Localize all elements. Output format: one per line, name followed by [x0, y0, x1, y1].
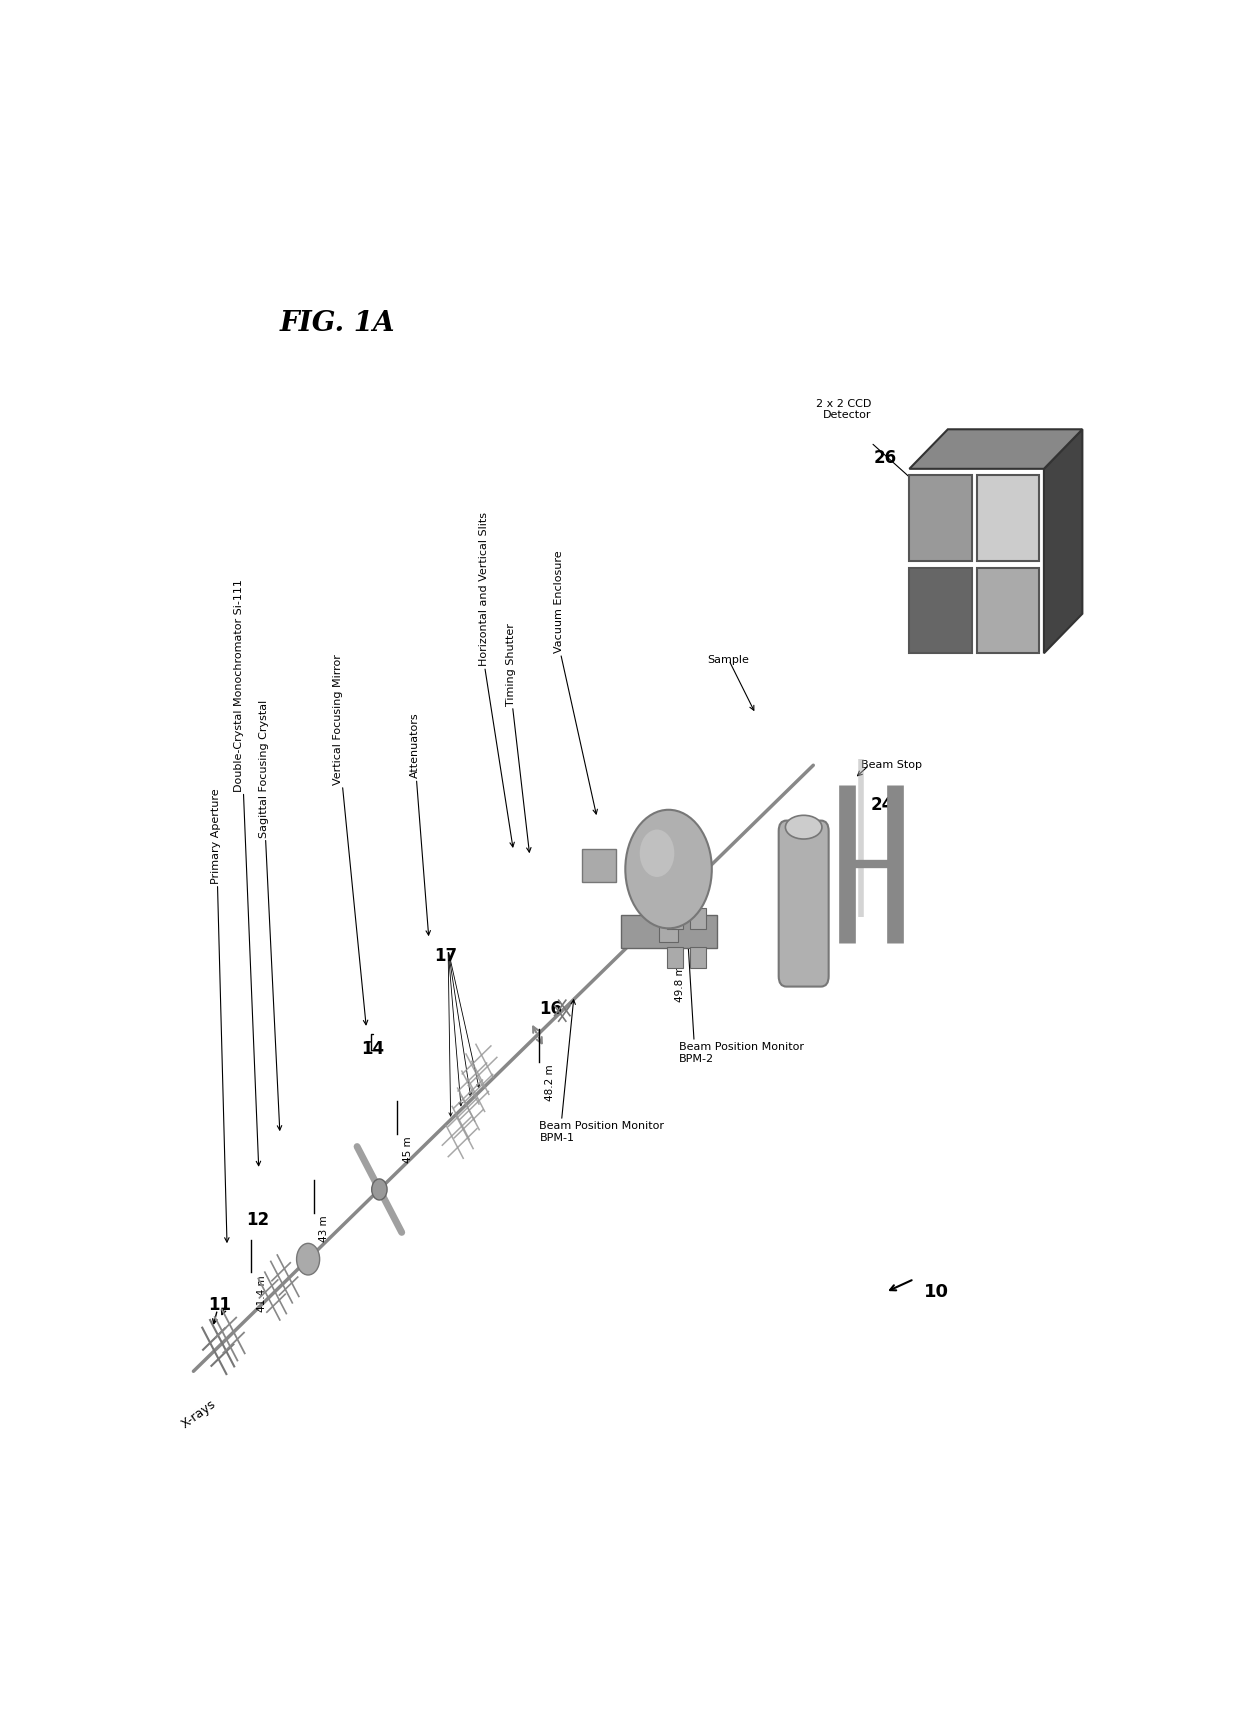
FancyBboxPatch shape: [658, 902, 678, 941]
Bar: [691, 948, 706, 968]
Text: Timing Shutter: Timing Shutter: [506, 623, 516, 707]
Bar: [667, 948, 683, 968]
Text: 45 m: 45 m: [403, 1136, 413, 1163]
Bar: [977, 568, 1039, 654]
Bar: [691, 909, 706, 929]
Text: Primary Aperture: Primary Aperture: [211, 789, 221, 885]
FancyBboxPatch shape: [582, 849, 616, 883]
Text: 24: 24: [870, 796, 894, 814]
Text: 22: 22: [785, 948, 807, 965]
Text: Beam Stop: Beam Stop: [862, 760, 923, 770]
Text: Gas Cold Stream: Gas Cold Stream: [813, 890, 823, 982]
Text: 11: 11: [208, 1297, 231, 1314]
Circle shape: [625, 809, 712, 929]
FancyBboxPatch shape: [779, 821, 828, 987]
Text: Horizontal and Vertical Slits: Horizontal and Vertical Slits: [479, 512, 489, 667]
Text: 41.4 m: 41.4 m: [257, 1275, 267, 1312]
Text: 18: 18: [678, 927, 702, 946]
Polygon shape: [1044, 429, 1083, 654]
Text: 48.2 m: 48.2 m: [546, 1064, 556, 1100]
Bar: [909, 568, 972, 654]
Text: 10: 10: [924, 1283, 949, 1302]
Text: Double-Crystal Monochromator Si-111: Double-Crystal Monochromator Si-111: [234, 578, 244, 792]
Bar: [667, 909, 683, 929]
Text: 26: 26: [874, 450, 897, 467]
Text: FIG. 1A: FIG. 1A: [280, 310, 396, 337]
Text: Attenuators: Attenuators: [409, 713, 419, 779]
Text: 14: 14: [362, 1040, 384, 1057]
Text: X-rays: X-rays: [179, 1398, 218, 1430]
Circle shape: [296, 1244, 320, 1275]
Ellipse shape: [785, 816, 822, 838]
Text: 16: 16: [539, 999, 563, 1018]
Text: 17: 17: [434, 948, 456, 965]
Text: 2 x 2 CCD
Detector: 2 x 2 CCD Detector: [816, 399, 870, 421]
Text: Sagittal Focusing Crystal: Sagittal Focusing Crystal: [259, 700, 269, 838]
Text: Beam Position Monitor
BPM-1: Beam Position Monitor BPM-1: [539, 1121, 665, 1143]
Bar: [977, 476, 1039, 561]
Bar: [909, 476, 972, 561]
Text: 49.8 m: 49.8 m: [675, 965, 684, 1003]
Text: 43 m: 43 m: [320, 1217, 330, 1242]
Text: Sample: Sample: [708, 655, 749, 666]
Text: 12: 12: [247, 1211, 269, 1228]
Text: Beam Position Monitor
BPM-2: Beam Position Monitor BPM-2: [678, 1042, 804, 1064]
Polygon shape: [909, 429, 1083, 469]
Circle shape: [372, 1179, 387, 1199]
Circle shape: [640, 830, 675, 878]
Text: Vertical Focusing Mirror: Vertical Focusing Mirror: [332, 654, 342, 785]
FancyBboxPatch shape: [620, 915, 717, 948]
Text: Vacuum Enclosure: Vacuum Enclosure: [554, 551, 564, 654]
